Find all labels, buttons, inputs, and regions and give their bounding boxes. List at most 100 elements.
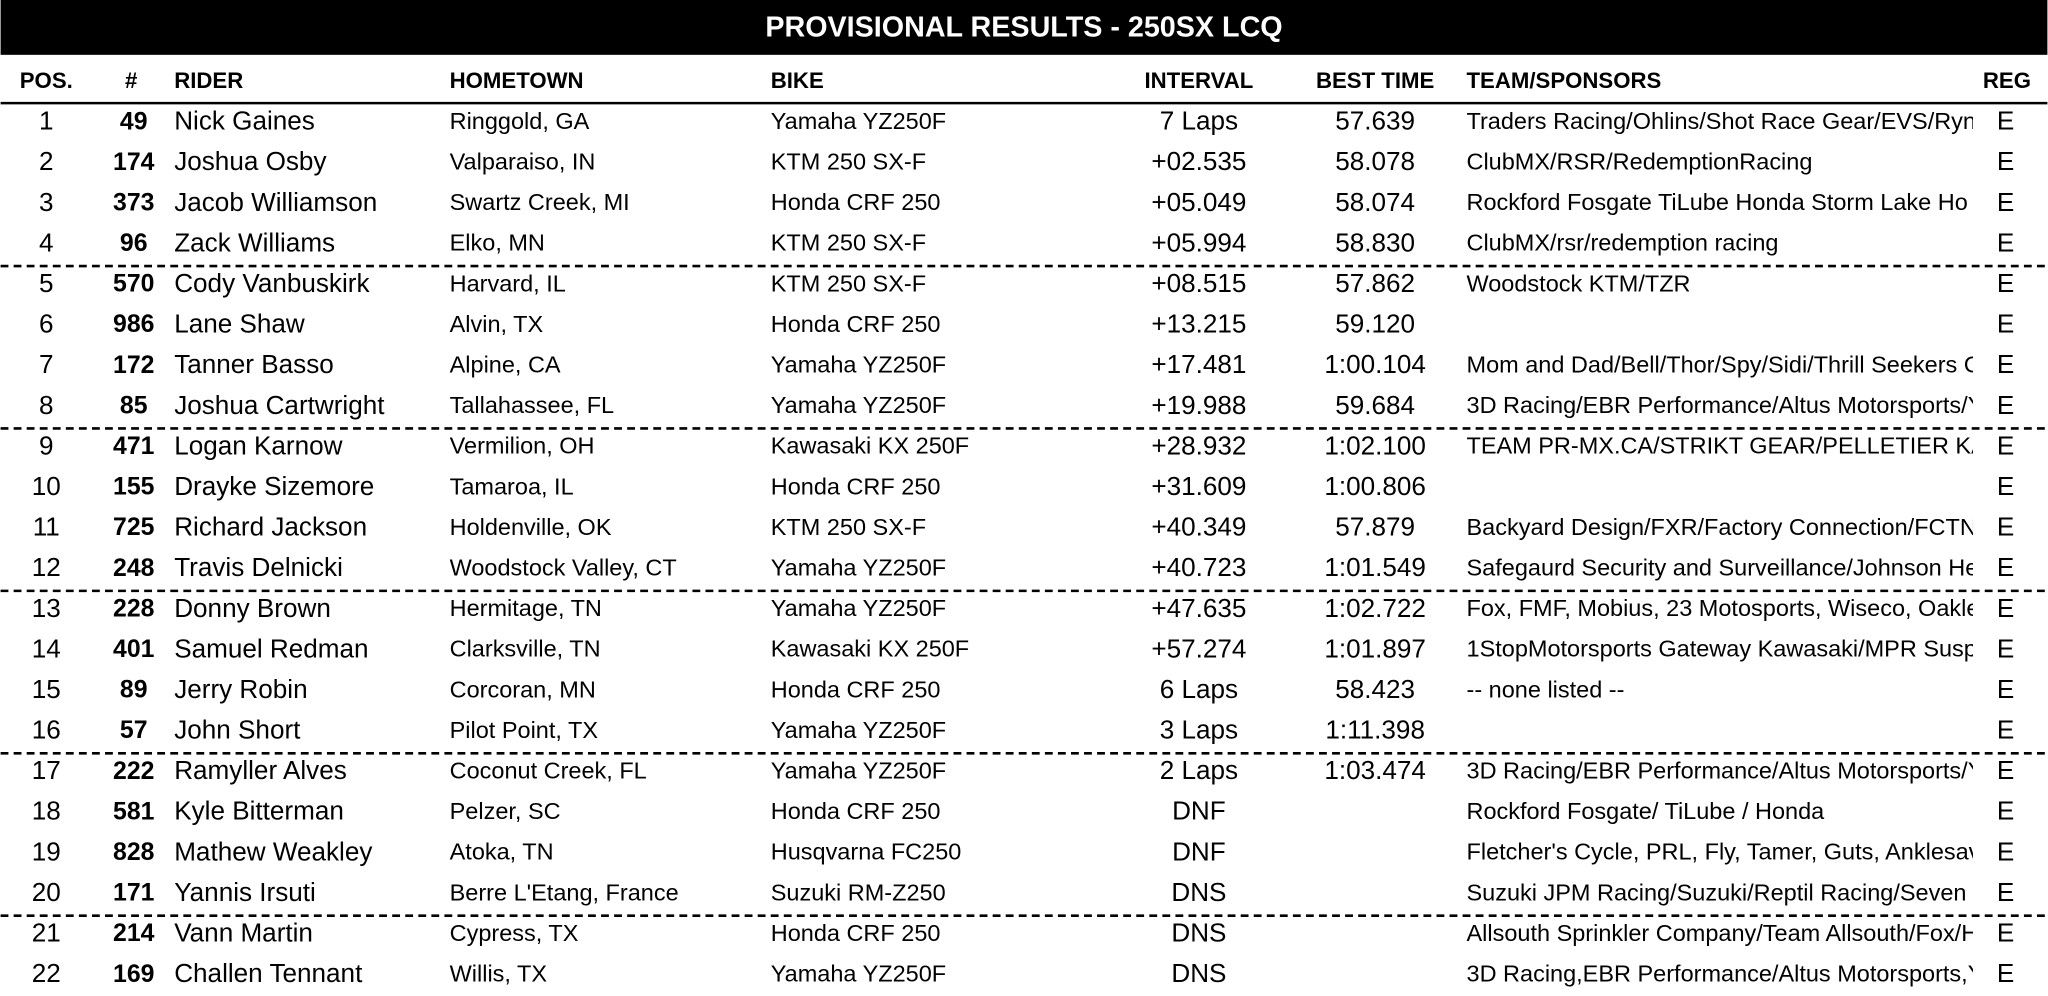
bike: Yamaha YZ250F — [771, 554, 946, 580]
hometown: Swartz Creek, MI — [450, 189, 630, 215]
rider: Ramyller Alves — [174, 755, 347, 785]
team: TEAM PR-MX.CA/STRIKT GEAR/PELLETIER KA — [1467, 433, 1988, 459]
position: 22 — [32, 958, 61, 988]
team: 3D Racing/EBR Performance/Altus Motorspo… — [1467, 757, 1984, 783]
interval: +28.932 — [1151, 430, 1246, 460]
rider-number: 471 — [113, 433, 155, 460]
position: 17 — [32, 755, 61, 785]
bike: KTM 250 SX-F — [771, 230, 926, 256]
best-time: 1:03.474 — [1324, 755, 1426, 785]
rider: Lane Shaw — [174, 309, 305, 339]
hometown: Clarksville, TN — [450, 636, 601, 662]
hometown: Alpine, CA — [450, 351, 561, 377]
column-header: REG — [1983, 68, 2031, 93]
hometown: Corcoran, MN — [450, 676, 596, 702]
rider: Tanner Basso — [174, 349, 334, 379]
best-time: 1:01.549 — [1324, 552, 1426, 582]
best-time: 1:00.806 — [1324, 471, 1426, 501]
best-time: 59.684 — [1335, 390, 1415, 420]
column-header: # — [125, 68, 137, 93]
best-time: 58.078 — [1335, 146, 1415, 176]
team: Traders Racing/Ohlins/Shot Race Gear/EVS… — [1467, 108, 1990, 134]
rider: Vann Martin — [174, 918, 313, 948]
rider: Donny Brown — [174, 593, 331, 623]
rider: Cody Vanbuskirk — [174, 268, 370, 298]
interval: +05.994 — [1151, 227, 1246, 257]
rider-number: 214 — [113, 920, 155, 947]
hometown: Ringgold, GA — [450, 108, 590, 134]
hometown: Woodstock Valley, CT — [450, 554, 677, 580]
rider: Richard Jackson — [174, 512, 367, 542]
bike: Yamaha YZ250F — [771, 351, 946, 377]
rider-number: 57 — [120, 717, 148, 744]
column-header: RIDER — [174, 68, 243, 93]
bike: Yamaha YZ250F — [771, 717, 946, 743]
team: 3D Racing/EBR Performance/Altus Motorspo… — [1467, 392, 1984, 418]
interval: +02.535 — [1151, 146, 1246, 176]
rider-number: 96 — [120, 230, 148, 257]
interval: +05.049 — [1151, 187, 1246, 217]
hometown: Pelzer, SC — [450, 798, 561, 824]
rider-number: 570 — [113, 271, 154, 298]
best-time: 1:02.722 — [1324, 593, 1426, 623]
reg: E — [1997, 958, 2014, 988]
position: 7 — [39, 349, 54, 379]
bike: KTM 250 SX-F — [771, 149, 926, 175]
reg: E — [1997, 918, 2014, 948]
reg: E — [1997, 796, 2014, 826]
reg: E — [1997, 755, 2014, 785]
rider-number: 155 — [113, 474, 155, 501]
hometown: Coconut Creek, FL — [450, 757, 647, 783]
interval: 7 Laps — [1160, 106, 1238, 136]
team: Woodstock KTM/TZR — [1467, 270, 1691, 296]
hometown: Atoka, TN — [450, 839, 554, 865]
rider: John Short — [174, 715, 301, 745]
hometown: Cypress, TX — [450, 920, 579, 946]
position: 8 — [39, 390, 54, 420]
hometown: Harvard, IL — [450, 270, 566, 296]
reg: E — [1997, 512, 2014, 542]
team: Rockford Fosgate TiLube Honda Storm Lake… — [1467, 189, 1968, 215]
interval: +40.349 — [1151, 512, 1246, 542]
best-time: 57.862 — [1335, 268, 1415, 298]
rider: Joshua Cartwright — [174, 390, 385, 420]
rider-number: 248 — [113, 555, 155, 582]
bike: Honda CRF 250 — [771, 798, 941, 824]
rider-number: 828 — [113, 839, 155, 866]
best-time: 58.423 — [1335, 674, 1415, 704]
team: Rockford Fosgate/ TiLube / Honda — [1467, 798, 1826, 824]
hometown: Elko, MN — [450, 230, 545, 256]
best-time: 1:00.104 — [1324, 349, 1426, 379]
position: 10 — [32, 471, 61, 501]
column-header: BIKE — [771, 68, 824, 93]
position: 3 — [39, 187, 54, 217]
rider-number: 373 — [113, 189, 154, 216]
best-time: 1:01.897 — [1324, 633, 1426, 663]
position: 20 — [32, 877, 61, 907]
team: Safegaurd Security and Surveillance/John… — [1467, 554, 1993, 580]
column-header: TEAM/SPONSORS — [1467, 68, 1662, 93]
best-time: 58.830 — [1335, 227, 1415, 257]
rider-number: 169 — [113, 961, 154, 988]
position: 9 — [39, 430, 54, 460]
interval: +47.635 — [1151, 593, 1246, 623]
rider: Jacob Williamson — [174, 187, 377, 217]
reg: E — [1997, 715, 2014, 745]
rider: Logan Karnow — [174, 430, 342, 460]
position: 19 — [32, 836, 61, 866]
rider: Jerry Robin — [174, 674, 307, 704]
best-time: 59.120 — [1335, 309, 1415, 339]
rider: Nick Gaines — [174, 106, 315, 136]
interval: DNS — [1171, 958, 1226, 988]
position: 6 — [39, 309, 54, 339]
position: 21 — [32, 918, 61, 948]
hometown: Berre L'Etang, France — [450, 879, 679, 905]
bike: Suzuki RM-Z250 — [771, 879, 946, 905]
hometown: Holdenville, OK — [450, 514, 612, 540]
reg: E — [1997, 227, 2014, 257]
best-time: 1:11.398 — [1325, 715, 1425, 745]
team: Fletcher's Cycle, PRL, Fly, Tamer, Guts,… — [1467, 839, 1981, 865]
reg: E — [1997, 633, 2014, 663]
rider: Samuel Redman — [174, 633, 368, 663]
